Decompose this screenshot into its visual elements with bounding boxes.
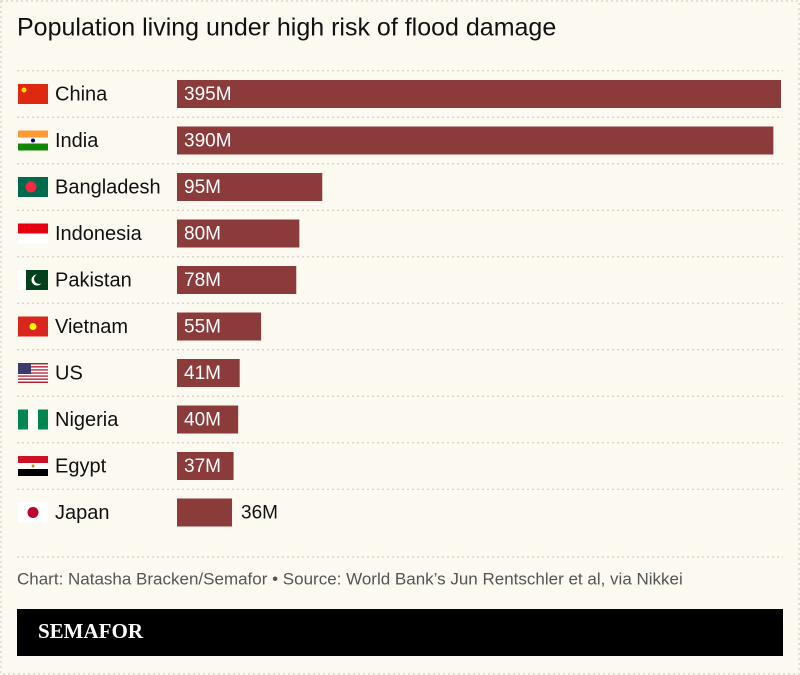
flag-part [18,378,48,380]
category-label: US [55,362,83,384]
category-label: Indonesia [55,223,143,245]
category-label: Egypt [55,455,107,477]
flag-part [38,409,48,430]
flag-part [18,456,48,463]
bar [177,80,781,108]
category-label: India [55,130,99,152]
flag [18,316,48,337]
flag-part [18,366,48,368]
flag-part [28,409,38,430]
flag-part [18,363,48,365]
flag-part [18,375,48,377]
flag-part [18,379,48,382]
flag [18,456,48,476]
value-label: 395M [184,84,232,105]
value-label: 55M [184,317,221,338]
footer-bar [17,609,783,656]
bar [177,219,300,248]
bar [177,498,233,527]
logo: SEMAFOR [38,619,144,643]
flag-part [27,507,39,518]
flag-part [25,181,37,193]
flag-part [18,364,48,367]
flag-part [18,363,31,374]
flag [18,177,48,197]
value-label: 40M [184,410,221,431]
value-label: 41M [184,363,221,384]
flag [18,84,48,104]
value-label: 390M [184,131,232,152]
value-label: 95M [184,177,221,198]
value-label: 37M [184,456,221,477]
bar [177,452,234,480]
flag-part [29,323,37,330]
bar [177,173,323,201]
flag-part [18,409,28,430]
flag [18,270,48,290]
category-label: Nigeria [55,409,119,431]
flag [18,363,48,383]
bar [177,266,297,294]
category-label: Pakistan [55,269,132,291]
flag [18,223,48,244]
category-label: Vietnam [55,316,128,338]
flag-part [18,223,48,234]
flag-part [18,381,48,383]
value-label: 80M [184,224,221,245]
flag-part [18,376,48,379]
flag [18,502,48,523]
flag-part [34,274,44,284]
flag-part [18,370,48,373]
flag-part [18,233,48,244]
bar [177,405,239,434]
flag-part [18,469,48,476]
value-label: 36M [241,503,278,524]
flag-part [18,367,48,370]
category-label: Bangladesh [55,176,161,198]
source-note: Chart: Natasha Bracken/Semafor • Source:… [17,569,683,588]
category-label: Japan [55,502,110,524]
bar [177,126,774,155]
bar [177,359,240,387]
value-label: 78M [184,270,221,291]
flag-part [31,464,35,468]
flag-part [31,138,35,143]
flag-part [18,143,48,151]
bar [177,312,262,341]
flag [18,409,48,430]
flag-part [21,87,27,93]
flag-part [18,372,48,374]
flag-part [18,130,48,138]
chart-title: Population living under high risk of flo… [17,14,556,42]
flag [18,130,48,151]
category-label: China [55,83,108,105]
flag-part [18,84,48,104]
flag-part [18,373,48,376]
flag-part [18,369,48,371]
